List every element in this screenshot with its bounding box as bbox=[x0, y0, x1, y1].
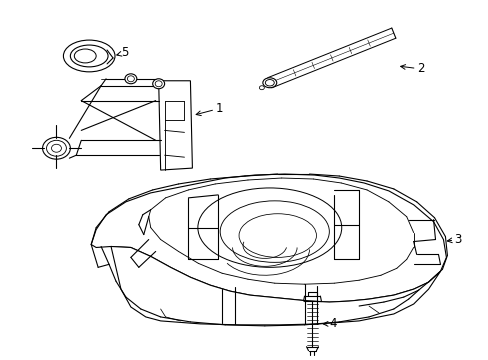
Text: 3: 3 bbox=[447, 233, 461, 246]
Ellipse shape bbox=[263, 78, 276, 88]
Polygon shape bbox=[91, 174, 446, 302]
Text: 1: 1 bbox=[196, 102, 222, 116]
Ellipse shape bbox=[42, 137, 70, 159]
Ellipse shape bbox=[70, 45, 108, 67]
Ellipse shape bbox=[124, 74, 137, 84]
Ellipse shape bbox=[259, 86, 264, 90]
Text: 2: 2 bbox=[400, 62, 423, 75]
Text: 5: 5 bbox=[117, 46, 128, 59]
Ellipse shape bbox=[63, 40, 115, 72]
Polygon shape bbox=[111, 247, 440, 325]
Ellipse shape bbox=[152, 79, 164, 89]
Polygon shape bbox=[158, 81, 192, 170]
Text: 4: 4 bbox=[323, 318, 336, 330]
